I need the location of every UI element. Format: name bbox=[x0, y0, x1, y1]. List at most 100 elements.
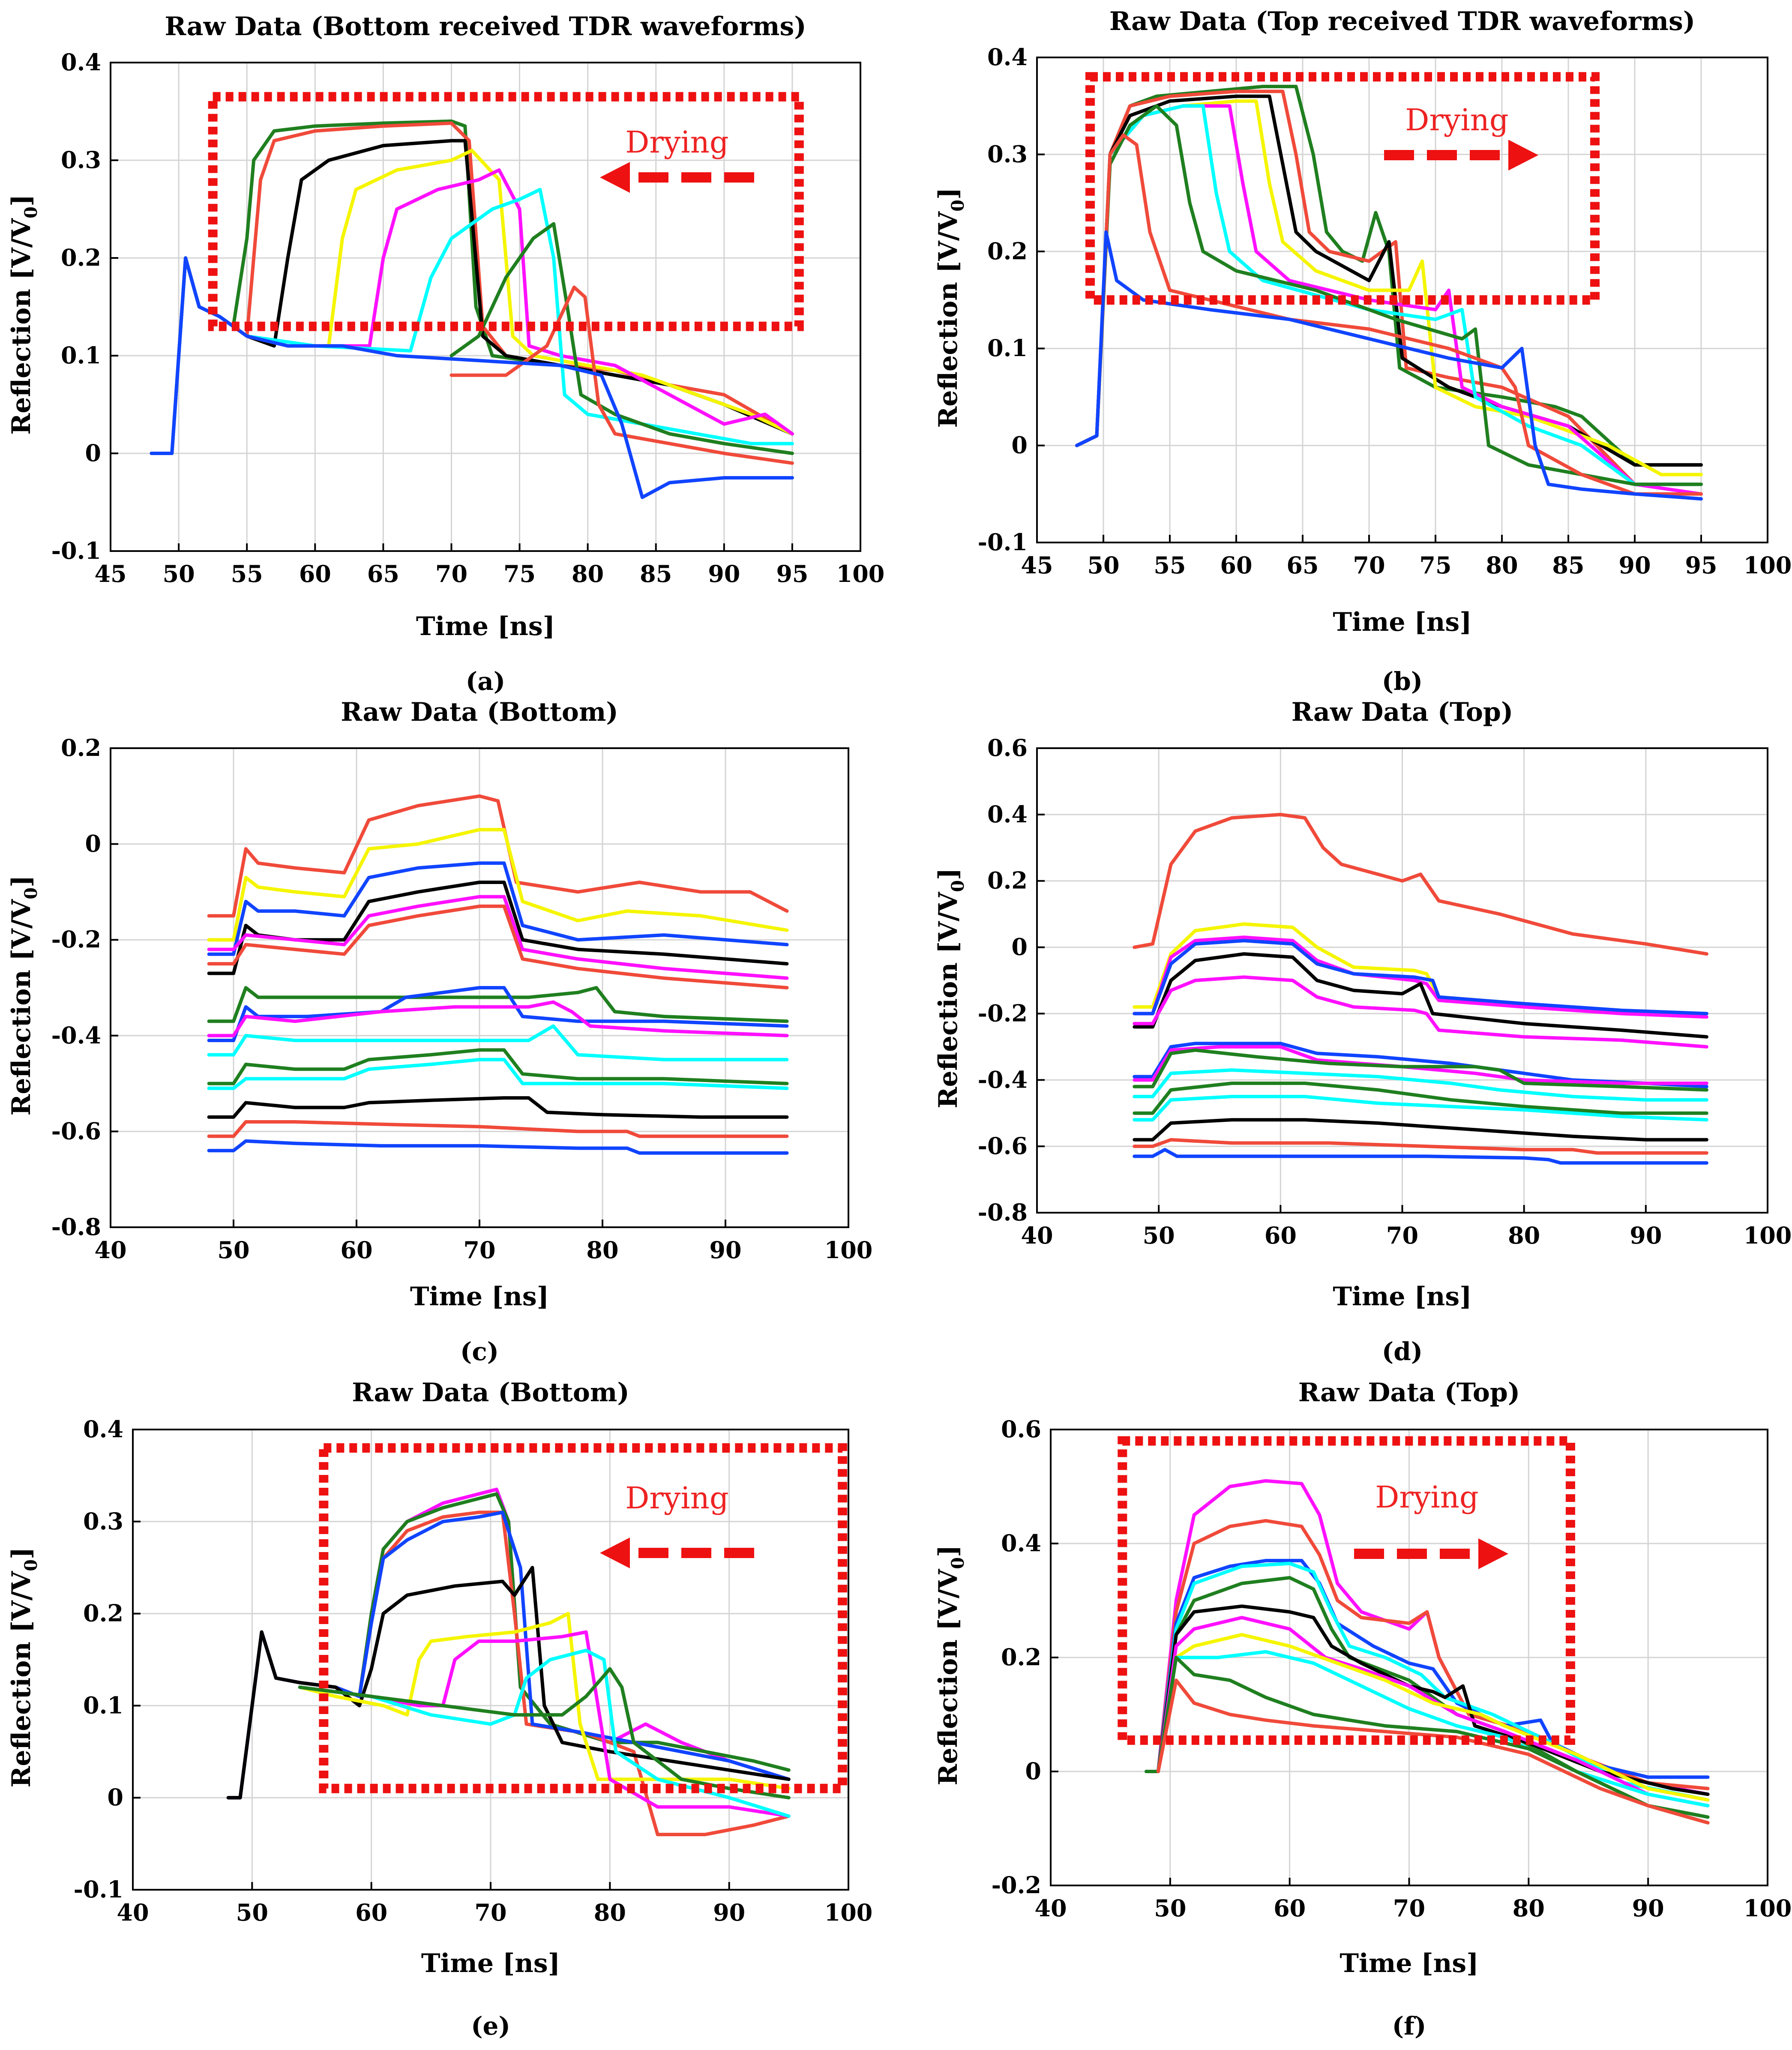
series-line-green bbox=[226, 1492, 791, 1800]
series-line-red bbox=[207, 794, 789, 918]
plot-frame bbox=[1036, 57, 1768, 543]
x-tick-label: 100 bbox=[824, 1236, 873, 1264]
series-line-green2 bbox=[1156, 1656, 1710, 1825]
panel-caption: (a) bbox=[466, 667, 505, 696]
plot-frame bbox=[110, 62, 861, 552]
x-tick-label: 70 bbox=[1393, 1894, 1425, 1922]
y-tick-label: 0 bbox=[1025, 1757, 1041, 1785]
x-tick-label: 95 bbox=[776, 560, 808, 587]
y-tick-label: 0.2 bbox=[987, 237, 1028, 265]
y-axis-label-subscript: 0 bbox=[948, 1557, 968, 1569]
x-tick-label: 60 bbox=[340, 1236, 372, 1264]
x-tick-label: 60 bbox=[355, 1899, 387, 1926]
x-tick-label: 60 bbox=[1220, 551, 1252, 579]
x-tick-label: 40 bbox=[117, 1899, 149, 1926]
panel-caption: (d) bbox=[1382, 1337, 1423, 1366]
y-axis-label-subscript: 0 bbox=[21, 207, 41, 219]
y-tick-label: 0.1 bbox=[61, 342, 101, 369]
y-axis-label: Reflection [V/V0] bbox=[933, 187, 968, 428]
series-group bbox=[226, 1487, 791, 1837]
drying-box bbox=[208, 92, 804, 331]
panel-b: 45 50 55 60 65 70 75 80 85 90 95 100 -0.1 0 0.1 0.2 0.3 0… bbox=[933, 6, 1792, 696]
x-tick-label: 80 bbox=[1508, 1222, 1540, 1249]
x-tick-label: 40 bbox=[94, 1236, 126, 1264]
x-tick-label: 50 bbox=[217, 1236, 249, 1264]
y-axis-label-bracket: ] bbox=[6, 875, 36, 887]
x-tick-label: 70 bbox=[474, 1899, 506, 1926]
series-line-blue2 bbox=[207, 986, 789, 1042]
y-axis-label-subscript: 0 bbox=[948, 200, 968, 212]
panel-caption: (f) bbox=[1392, 2011, 1426, 2041]
x-tick-label: 50 bbox=[1143, 1222, 1175, 1249]
drying-arrow-head bbox=[1508, 140, 1538, 171]
y-tick-label: 0.4 bbox=[1001, 1529, 1041, 1557]
y-tick-label: -0.6 bbox=[978, 1132, 1028, 1160]
series-line-blue3 bbox=[1133, 1148, 1708, 1165]
y-tick-label: 0 bbox=[1011, 933, 1028, 961]
x-tick-label: 55 bbox=[1154, 551, 1186, 579]
series-line-blue bbox=[207, 861, 789, 956]
chart-title: Raw Data (Top) bbox=[1298, 1378, 1520, 1408]
y-axis-label-main: Reflection [V/V bbox=[6, 218, 36, 435]
series-group bbox=[1145, 1479, 1710, 1825]
series-line-red2 bbox=[207, 904, 789, 989]
y-tick-label: 0.6 bbox=[1001, 1415, 1041, 1443]
y-tick-label: 0.2 bbox=[83, 1600, 123, 1627]
y-tick-label: 0.4 bbox=[61, 48, 101, 76]
x-tick-label: 50 bbox=[163, 560, 195, 587]
x-tick-label: 90 bbox=[708, 560, 740, 587]
series-line-black2 bbox=[1133, 1118, 1708, 1142]
series-line-yellow bbox=[1156, 1633, 1710, 1802]
y-axis-label-bracket: ] bbox=[933, 868, 963, 880]
drying-label: Drying bbox=[625, 1481, 728, 1516]
chart-title: Raw Data (Top received TDR waveforms) bbox=[1109, 6, 1695, 36]
y-tick-label: 0.1 bbox=[987, 334, 1028, 362]
drying-box bbox=[1118, 1436, 1575, 1745]
x-tick-label: 60 bbox=[1265, 1222, 1297, 1249]
y-axis-label-main: Reflection [V/V bbox=[933, 891, 963, 1108]
panel-d: 40 50 60 70 80 90 100 -0.8 -0.6 -0.4 -0.2 0 0.2 0.4 0.… bbox=[933, 697, 1792, 1366]
x-tick-label: 70 bbox=[1386, 1222, 1418, 1249]
series-line-black bbox=[1133, 952, 1708, 1039]
panel-f: 40 50 60 70 80 90 100 -0.2 0 0.2 0.4 0.6 Raw Data (T… bbox=[933, 1378, 1792, 2041]
series-line-cyan bbox=[298, 1648, 791, 1818]
series-line-black2 bbox=[207, 1096, 789, 1119]
series-line-blue3 bbox=[207, 1139, 789, 1155]
y-axis-label-subscript: 0 bbox=[948, 880, 968, 892]
series-line-cyan bbox=[1133, 1068, 1708, 1102]
y-axis-label-bracket: ] bbox=[933, 1545, 963, 1557]
drying-arrow-head bbox=[1478, 1538, 1508, 1569]
y-axis-label-main: Reflection [V/V bbox=[933, 1568, 963, 1785]
series-line-green bbox=[207, 986, 789, 1023]
y-axis-label-bracket: ] bbox=[6, 1547, 36, 1559]
drying-arrow bbox=[600, 162, 754, 193]
x-tick-label: 70 bbox=[463, 1236, 495, 1264]
x-tick-label: 100 bbox=[1744, 1222, 1792, 1249]
y-tick-label: 0.1 bbox=[83, 1691, 123, 1719]
x-tick-label: 50 bbox=[236, 1899, 268, 1926]
x-tick-label: 90 bbox=[1632, 1894, 1664, 1922]
y-tick-label: 0 bbox=[85, 439, 101, 467]
grid bbox=[132, 1429, 849, 1891]
panel-c: 40 50 60 70 80 90 100 -0.8 -0.6 -0.4 -0.2 0 0.2 Raw D… bbox=[6, 697, 872, 1366]
series-line-green bbox=[1133, 1048, 1708, 1092]
drying-box bbox=[1085, 72, 1600, 305]
y-tick-label: -0.4 bbox=[978, 1066, 1028, 1093]
drying-arrow bbox=[600, 1538, 754, 1568]
x-tick-label: 45 bbox=[1021, 551, 1053, 579]
series-line-magenta3 bbox=[1133, 1045, 1708, 1085]
x-tick-label: 65 bbox=[1286, 551, 1319, 579]
series-line-green2 bbox=[1075, 104, 1703, 486]
series-line-magenta bbox=[207, 895, 789, 980]
panel-e: 40 50 60 70 80 90 100 -0.1 0 0.1 0.2 0.3 0.4 Raw Data… bbox=[6, 1378, 872, 2041]
x-axis-label: Time [ns] bbox=[410, 1282, 549, 1312]
series-line-cyan2 bbox=[1133, 1095, 1708, 1122]
x-tick-label: 90 bbox=[709, 1236, 741, 1264]
series-line-black bbox=[207, 881, 789, 975]
y-tick-label: 0.3 bbox=[61, 146, 101, 174]
y-tick-label: 0.3 bbox=[83, 1508, 123, 1535]
x-tick-label: 60 bbox=[299, 560, 331, 587]
y-axis-label-main: Reflection [V/V bbox=[933, 211, 963, 428]
series-line-magenta2 bbox=[1156, 1615, 1710, 1807]
x-tick-label: 80 bbox=[586, 1236, 618, 1264]
